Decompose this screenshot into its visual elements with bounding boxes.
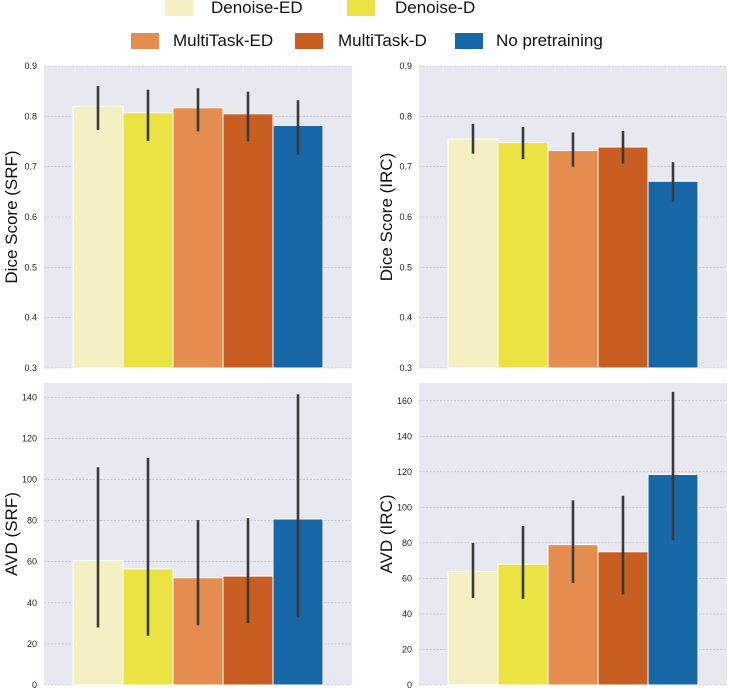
y-tick-label: 0.9 bbox=[24, 61, 37, 71]
y-tick-label: 0.9 bbox=[399, 61, 412, 71]
y-tick-label: 0.7 bbox=[399, 162, 412, 172]
legend-label-multitask-ed: MultiTask-ED bbox=[173, 31, 273, 50]
y-tick-label: 100 bbox=[22, 475, 37, 485]
chart-avd-irc: 0 20 40 60 80 100 120 140 160 AVD (IRC) bbox=[377, 383, 727, 690]
y-tick-label: 0.7 bbox=[24, 162, 37, 172]
legend: Denoise-ED Denoise-D MultiTask-ED MultiTask… bbox=[131, 0, 603, 50]
y-tick-label: 40 bbox=[402, 609, 412, 619]
y-tick-label: 0.8 bbox=[24, 111, 37, 121]
y-tick-label: 120 bbox=[397, 467, 412, 477]
y-tick-label: 120 bbox=[22, 433, 37, 443]
y-tick-label: 0 bbox=[407, 680, 412, 690]
bar-denoise-d bbox=[122, 112, 174, 369]
bar-denoise-ed bbox=[447, 138, 499, 369]
y-tick-label: 0.5 bbox=[24, 262, 37, 272]
legend-label-multitask-d: MultiTask-D bbox=[338, 31, 427, 50]
bar-multitask-ed bbox=[172, 107, 224, 369]
y-tick-label: 140 bbox=[397, 431, 412, 441]
bar-no-pretraining bbox=[647, 180, 699, 369]
y-axis-label: AVD (SRF) bbox=[2, 492, 21, 576]
legend-label-denoise-ed: Denoise-ED bbox=[211, 0, 303, 17]
y-tick-label: 80 bbox=[402, 538, 412, 548]
y-tick-label: 20 bbox=[402, 644, 412, 654]
y-tick-label: 100 bbox=[397, 502, 412, 512]
bar-denoise-d bbox=[497, 142, 549, 369]
chart-dice-srf: 0.3 0.4 0.5 0.6 0.7 0.8 0.9 Dice Score (SRF) bbox=[2, 61, 352, 373]
y-tick-label: 20 bbox=[27, 639, 37, 649]
y-tick-label: 0.5 bbox=[399, 262, 412, 272]
y-tick-label: 140 bbox=[22, 392, 37, 402]
bar-multitask-ed bbox=[547, 150, 599, 369]
y-tick-label: 0 bbox=[32, 680, 37, 690]
legend-swatch-denoise-ed bbox=[165, 0, 193, 16]
bar-no-pretraining bbox=[272, 124, 324, 369]
y-tick-label: 60 bbox=[27, 557, 37, 567]
bar-denoise-ed bbox=[72, 105, 124, 369]
y-tick-label: 0.3 bbox=[399, 363, 412, 373]
y-tick-label: 40 bbox=[27, 598, 37, 608]
bar-denoise-ed bbox=[447, 570, 499, 686]
legend-swatch-no-pretraining bbox=[455, 33, 483, 49]
bar-multitask-d bbox=[222, 113, 274, 369]
y-tick-label: 0.4 bbox=[24, 313, 37, 323]
legend-swatch-multitask-ed bbox=[131, 33, 159, 49]
y-tick-label: 60 bbox=[402, 573, 412, 583]
y-tick-label: 0.8 bbox=[399, 111, 412, 121]
y-tick-label: 0.3 bbox=[24, 363, 37, 373]
legend-swatch-multitask-d bbox=[295, 33, 323, 49]
y-tick-label: 0.6 bbox=[399, 212, 412, 222]
y-tick-label: 0.6 bbox=[24, 212, 37, 222]
legend-label-denoise-d: Denoise-D bbox=[395, 0, 475, 17]
y-tick-label: 160 bbox=[397, 396, 412, 406]
legend-swatch-denoise-d bbox=[347, 0, 375, 16]
y-axis-label: Dice Score (IRC) bbox=[377, 153, 396, 281]
y-tick-label: 0.4 bbox=[399, 313, 412, 323]
y-tick-label: 80 bbox=[27, 516, 37, 526]
y-axis-label: AVD (IRC) bbox=[377, 494, 396, 573]
chart-avd-srf: 0 20 40 60 80 100 120 140 AVD (SRF) bbox=[2, 383, 352, 690]
chart-dice-irc: 0.3 0.4 0.5 0.6 0.7 0.8 0.9 Dice Score (IRC) bbox=[377, 61, 727, 373]
bar-multitask-d bbox=[597, 146, 649, 369]
y-axis-label: Dice Score (SRF) bbox=[2, 150, 21, 283]
legend-label-no-pretraining: No pretraining bbox=[496, 31, 603, 50]
